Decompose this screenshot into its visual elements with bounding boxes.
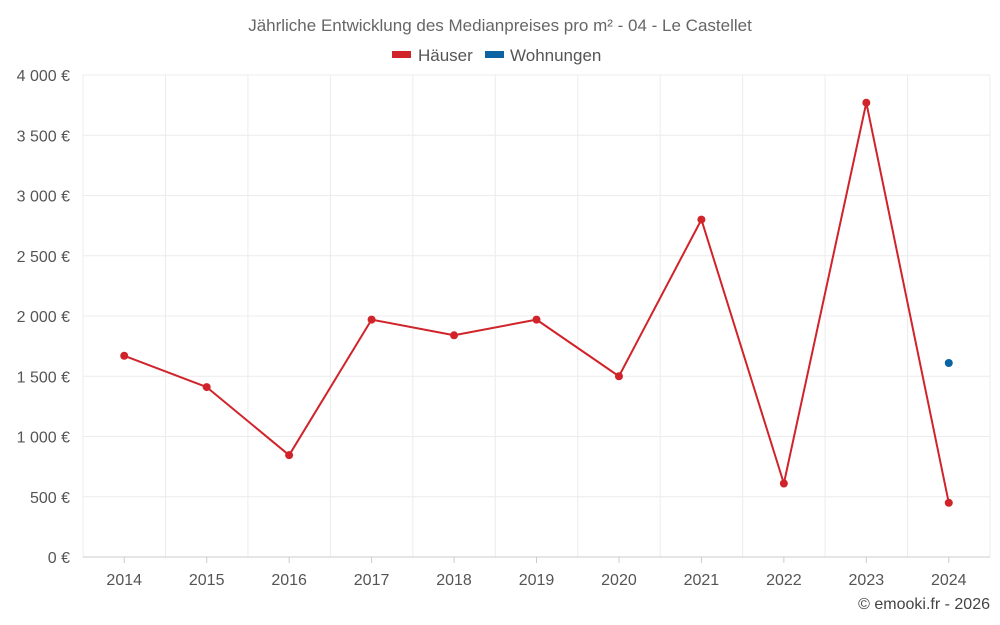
x-tick-label: 2014: [106, 572, 142, 589]
x-tick-label: 2016: [271, 572, 307, 589]
series-layer: [120, 98, 953, 507]
credit-text: © emooki.fr - 2026: [858, 596, 990, 613]
axes: 0 € 500 € 1 000 € 1 500 € 2 000 € 2 500 € 3 00…: [17, 68, 990, 589]
x-tick-label: 2022: [766, 572, 802, 589]
legend-swatch: [392, 51, 411, 58]
x-tick-label: 2015: [189, 572, 225, 589]
series-0: [120, 98, 953, 507]
data-point: [120, 351, 129, 360]
grid: [82, 74, 991, 557]
y-tick-label: 500 €: [30, 490, 70, 507]
y-tick-label: 1 000 €: [17, 430, 70, 447]
x-tick-label: 2018: [436, 572, 472, 589]
legend-label: Wohnungen: [510, 46, 601, 65]
x-tick-label: 2021: [684, 572, 720, 589]
y-tick-label: 2 500 €: [17, 249, 70, 266]
data-point: [697, 215, 706, 224]
data-point: [367, 315, 376, 324]
data-point: [285, 451, 294, 460]
x-tick-label: 2017: [354, 572, 390, 589]
y-tick-label: 3 000 €: [17, 189, 70, 206]
y-tick-label: 2 000 €: [17, 309, 70, 326]
series-1: [944, 358, 953, 367]
y-tick-label: 1 500 €: [17, 369, 70, 386]
data-point: [450, 331, 459, 340]
y-tick-label: 3 500 €: [17, 128, 70, 145]
x-tick-label: 2023: [849, 572, 885, 589]
data-point: [202, 383, 211, 392]
data-point: [944, 358, 953, 367]
legend: Häuser Wohnungen: [392, 46, 601, 65]
data-point: [862, 98, 871, 107]
data-point: [614, 372, 623, 381]
data-point: [944, 498, 953, 507]
data-point: [779, 479, 788, 488]
chart-title: Jährliche Entwicklung des Medianpreises …: [248, 16, 752, 35]
legend-swatch: [485, 51, 504, 58]
y-tick-label: 0 €: [48, 550, 70, 567]
x-tick-label: 2020: [601, 572, 637, 589]
x-tick-label: 2019: [519, 572, 555, 589]
legend-label: Häuser: [418, 46, 473, 65]
y-tick-label: 4 000 €: [17, 68, 70, 85]
data-point: [532, 315, 541, 324]
x-tick-label: 2024: [931, 572, 967, 589]
